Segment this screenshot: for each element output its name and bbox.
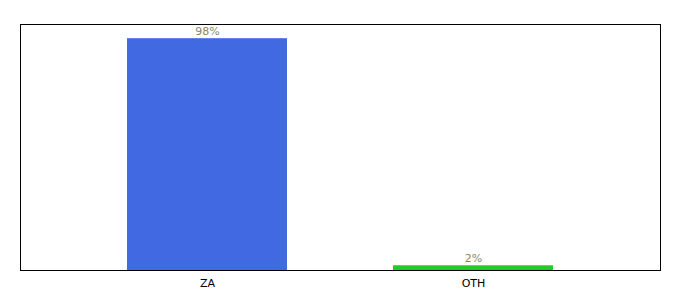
svg-text:ZA: ZA xyxy=(200,277,216,290)
svg-text:2%: 2% xyxy=(465,252,482,265)
svg-text:98%: 98% xyxy=(195,25,219,38)
svg-text:OTH: OTH xyxy=(462,277,486,290)
